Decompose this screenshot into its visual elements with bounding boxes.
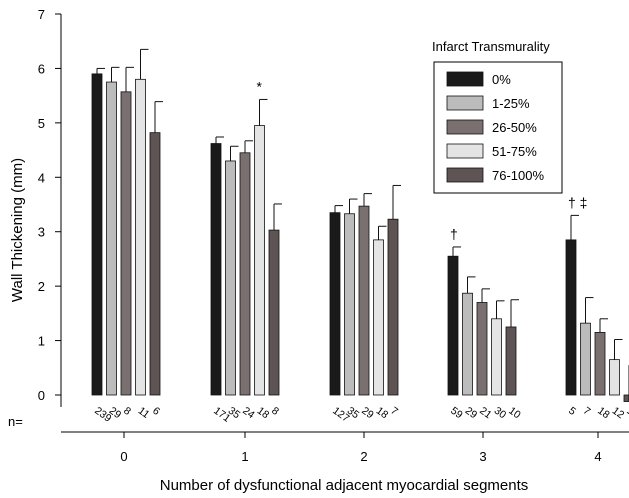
bar [135, 78, 146, 396]
bar [462, 292, 473, 396]
y-tick-label: 1 [38, 334, 45, 349]
bar [476, 302, 488, 396]
legend: Infarct Transmurality 0% 1-25% 26-50% 51-75… [432, 39, 563, 194]
n-label: 24 [240, 405, 257, 422]
n-label: 30 [492, 405, 509, 422]
legend-label: 51-75% [492, 144, 537, 159]
n-label: 11 [136, 405, 152, 421]
significance-marker: † ‡ [568, 194, 587, 210]
legend-label: 26-50% [492, 120, 537, 135]
bar [373, 239, 384, 396]
n-label: 8 [121, 405, 133, 418]
bar [565, 239, 577, 396]
n-label: 29 [359, 405, 376, 422]
bar [329, 212, 341, 396]
y-tick-label: 5 [38, 116, 45, 131]
n-label: 10 [506, 405, 523, 422]
x-axis-title: Number of dysfunctional adjacent myocard… [160, 477, 529, 494]
bar [106, 81, 117, 396]
legend-label: 0% [492, 72, 511, 87]
bar [358, 205, 370, 396]
y-tick-label: 4 [38, 170, 45, 185]
legend-title: Infarct Transmurality [432, 39, 550, 54]
bar [447, 255, 459, 396]
significance-marker: † [450, 226, 458, 242]
x-tick-label: 1 [241, 449, 248, 464]
bar [344, 213, 355, 396]
x-tick-label: 4 [594, 449, 601, 464]
bar [623, 394, 629, 402]
significance-marker: * [257, 78, 263, 94]
n-label: 7 [581, 405, 593, 418]
n-prefix-label: n= [8, 414, 23, 429]
legend-swatch [446, 119, 484, 135]
n-label: 7 [388, 405, 400, 418]
n-label: 59 [448, 405, 465, 422]
n-label: 1 [624, 405, 629, 418]
n-label: 18 [255, 405, 272, 422]
n-label: 21 [477, 405, 494, 422]
n-label: 5 [566, 405, 578, 418]
bar [210, 143, 222, 396]
y-tick-label: 7 [38, 7, 45, 22]
bar [120, 91, 132, 396]
legend-label: 1-25% [492, 96, 530, 111]
bar [491, 318, 502, 396]
bar [239, 152, 251, 396]
bar [91, 73, 103, 396]
bar [149, 132, 161, 396]
y-tick-label: 3 [38, 225, 45, 240]
legend-swatch [446, 95, 484, 111]
legend-swatch [446, 71, 484, 87]
bar [594, 332, 606, 396]
y-tick-label: 0 [38, 388, 45, 403]
legend-swatch [446, 143, 484, 159]
n-label: 12 [610, 405, 627, 422]
n-label: 8 [269, 405, 281, 418]
y-tick-label: 6 [38, 61, 45, 76]
y-tick-label: 2 [38, 279, 45, 294]
x-tick-label: 2 [360, 449, 367, 464]
bar [580, 322, 591, 396]
y-axis-title: Wall Thickening (mm) [9, 158, 26, 302]
n-label: 18 [595, 405, 612, 422]
bar [609, 359, 620, 396]
bar [505, 326, 517, 396]
n-label: 18 [374, 405, 391, 422]
axes [55, 13, 629, 438]
bar [254, 125, 265, 396]
bar [225, 160, 236, 396]
legend-swatch [446, 167, 484, 183]
x-tick-label: 3 [479, 449, 486, 464]
legend-label: 76-100% [492, 168, 544, 183]
n-label: 6 [150, 405, 162, 418]
bar [387, 218, 399, 396]
x-tick-label: 0 [120, 449, 127, 464]
n-label: 29 [463, 405, 480, 422]
bar [268, 229, 280, 396]
bars [91, 48, 629, 402]
